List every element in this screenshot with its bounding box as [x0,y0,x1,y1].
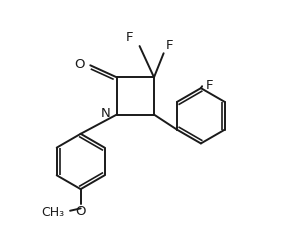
Text: F: F [165,39,173,52]
Text: CH₃: CH₃ [42,206,65,219]
Text: O: O [75,205,86,218]
Text: F: F [206,79,214,92]
Text: F: F [126,31,134,44]
Text: O: O [74,58,84,71]
Text: N: N [101,107,111,120]
